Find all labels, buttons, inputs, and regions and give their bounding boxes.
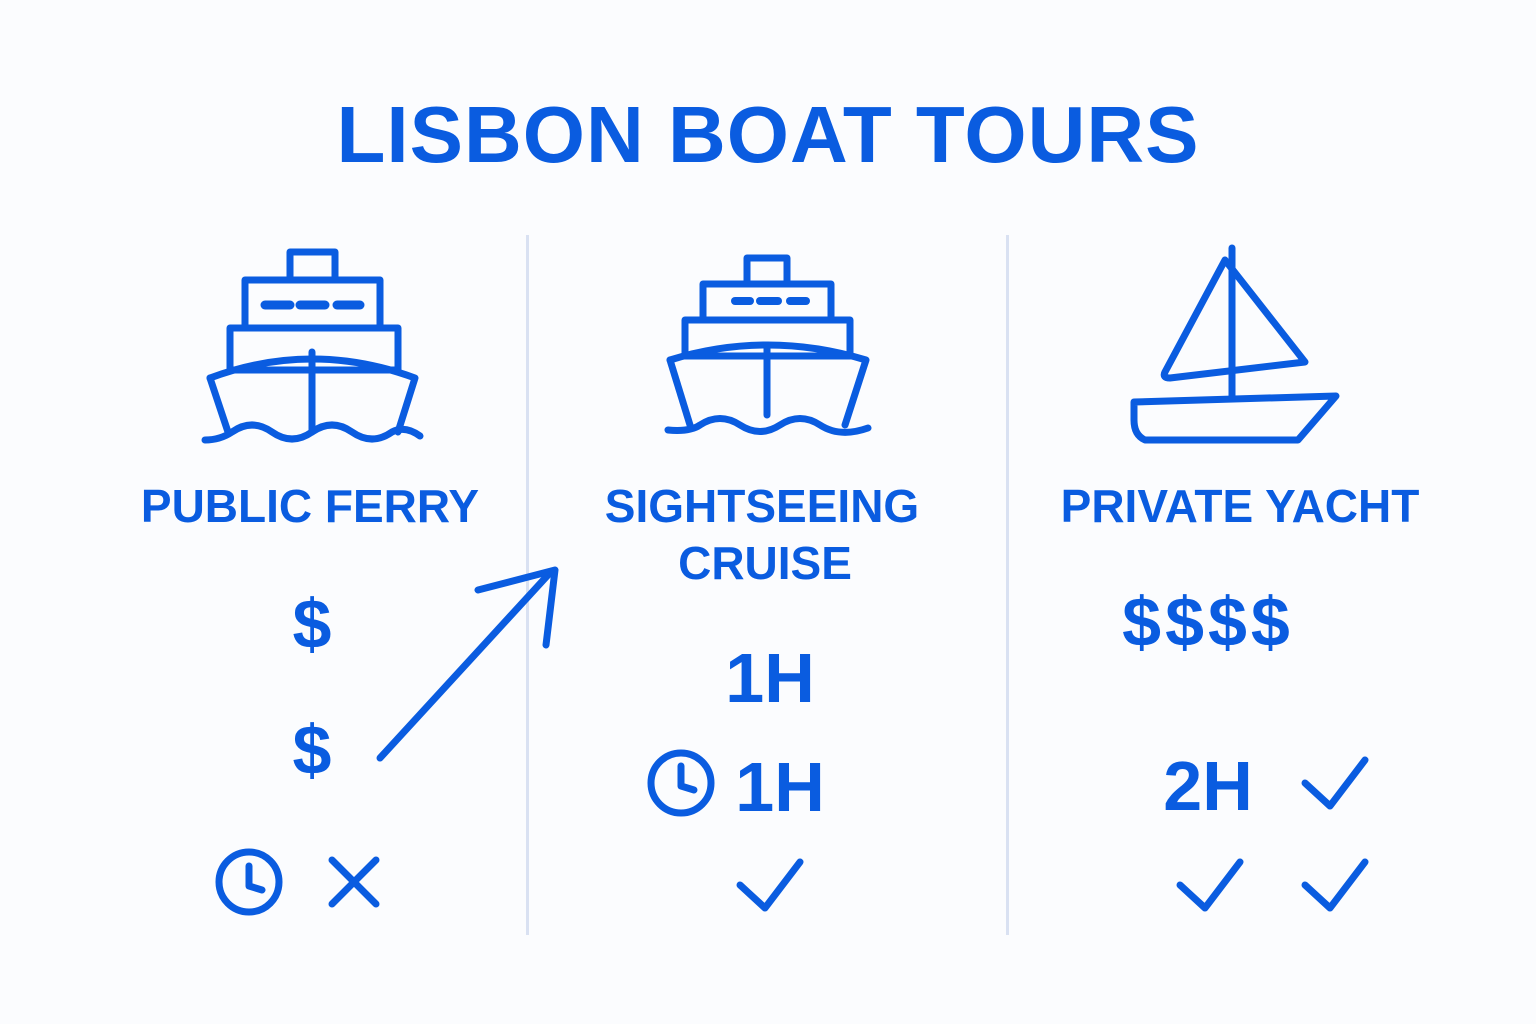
page-title: LISBON BOAT TOURS (336, 90, 1200, 179)
price-indicator: $ (292, 585, 332, 663)
check-icon (736, 858, 804, 912)
duration-text: 1H (725, 639, 815, 717)
cruise-ship-icon (664, 254, 872, 436)
sailboat-icon (1130, 244, 1340, 444)
column-divider (526, 235, 529, 935)
clock-icon (215, 848, 283, 916)
check-icon (1176, 858, 1244, 912)
arrow-up-right-icon (376, 566, 559, 762)
duration-text: 2H (1163, 747, 1253, 825)
tour-label-public-ferry: PUBLIC FERRY (140, 480, 480, 532)
column-divider (1006, 235, 1009, 935)
ferry-icon (201, 248, 424, 444)
x-icon (328, 856, 380, 908)
clock-icon (647, 749, 715, 817)
price-indicator: $ (292, 711, 332, 789)
check-icon (1301, 858, 1369, 912)
check-icon (1301, 756, 1369, 810)
duration-text: 1H (735, 748, 825, 826)
price-indicator: $$$$ (1122, 583, 1294, 661)
tour-label-sightseeing: SIGHTSEEING (604, 480, 920, 532)
tour-label-cruise: CRUISE (678, 537, 852, 589)
tour-label-private-yacht: PRIVATE YACHT (1060, 480, 1420, 532)
